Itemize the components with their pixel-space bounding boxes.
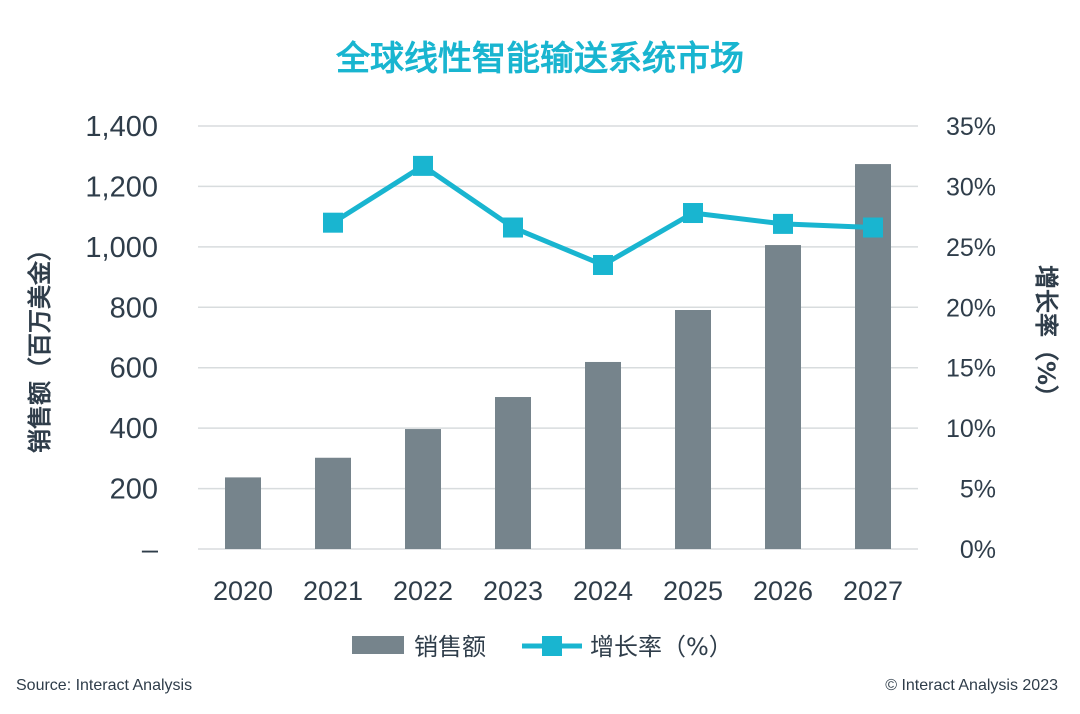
- right-axis-label: 增长率（%）: [1032, 265, 1060, 409]
- right-tick-label-6: 30%: [946, 173, 996, 201]
- left-tick-label-4: 800: [110, 292, 158, 324]
- left-tick-label-5: 1,000: [85, 232, 158, 264]
- left-tick-label-2: 400: [110, 413, 158, 445]
- growth-marker-2027: [863, 217, 883, 238]
- bar-2025: [675, 310, 711, 549]
- left-tick-label-7: 1,400: [85, 111, 158, 143]
- left-tick-label-0: –: [142, 534, 159, 566]
- bar-2026: [765, 245, 801, 549]
- growth-marker-2021: [323, 212, 343, 233]
- x-tick-label-2024: 2024: [573, 576, 633, 606]
- growth-marker-2025: [683, 203, 703, 224]
- x-tick-label-2027: 2027: [843, 576, 903, 606]
- bar-2020: [225, 477, 261, 549]
- left-tick-label-1: 200: [110, 474, 158, 506]
- growth-marker-2024: [593, 254, 613, 275]
- left-tick-label-6: 1,200: [85, 171, 158, 203]
- left-axis-label: 销售额（百万美金）: [26, 237, 54, 453]
- legend-bar-label: 销售额: [414, 633, 486, 661]
- bar-2022: [405, 429, 441, 549]
- right-tick-label-1: 5%: [960, 476, 996, 504]
- left-axis-ticks: – 200 400 600 800 1,000 1,200 1,400: [85, 111, 158, 566]
- right-tick-label-4: 20%: [946, 294, 996, 322]
- x-tick-label-2025: 2025: [663, 576, 723, 606]
- legend-line-marker: [542, 636, 562, 656]
- line-series: [323, 155, 883, 275]
- right-tick-label-3: 15%: [946, 355, 996, 383]
- source-note: Source: Interact Analysis: [16, 677, 192, 694]
- legend-line-label: 增长率（%）: [590, 633, 733, 661]
- x-tick-label-2026: 2026: [753, 576, 813, 606]
- growth-marker-2026: [773, 213, 793, 234]
- right-tick-label-7: 35%: [946, 113, 996, 141]
- growth-marker-2022: [413, 155, 433, 176]
- x-tick-label-2021: 2021: [303, 576, 363, 606]
- right-tick-label-0: 0%: [960, 536, 996, 564]
- x-tick-label-2022: 2022: [393, 576, 453, 606]
- right-tick-label-2: 10%: [946, 415, 996, 443]
- chart-title: 全球线性智能输送系统市场: [335, 39, 744, 79]
- x-tick-label-2023: 2023: [483, 576, 543, 606]
- legend-bar-swatch: [352, 636, 404, 654]
- copyright-note: © Interact Analysis 2023: [885, 677, 1058, 694]
- grid-lines: [198, 125, 918, 550]
- legend: 销售额 增长率（%）: [352, 633, 733, 661]
- bar-2021: [315, 457, 351, 549]
- right-tick-label-5: 25%: [946, 234, 996, 262]
- left-tick-label-3: 600: [110, 353, 158, 385]
- x-tick-label-2020: 2020: [213, 576, 273, 606]
- bar-2024: [585, 361, 621, 549]
- growth-marker-2023: [503, 217, 523, 238]
- right-axis-ticks: 0% 5% 10% 15% 20% 25% 30% 35%: [946, 113, 996, 564]
- x-axis-ticks: 2020 2021 2022 2023 2024 2025 2026 2027: [213, 576, 903, 606]
- bar-2023: [495, 397, 531, 549]
